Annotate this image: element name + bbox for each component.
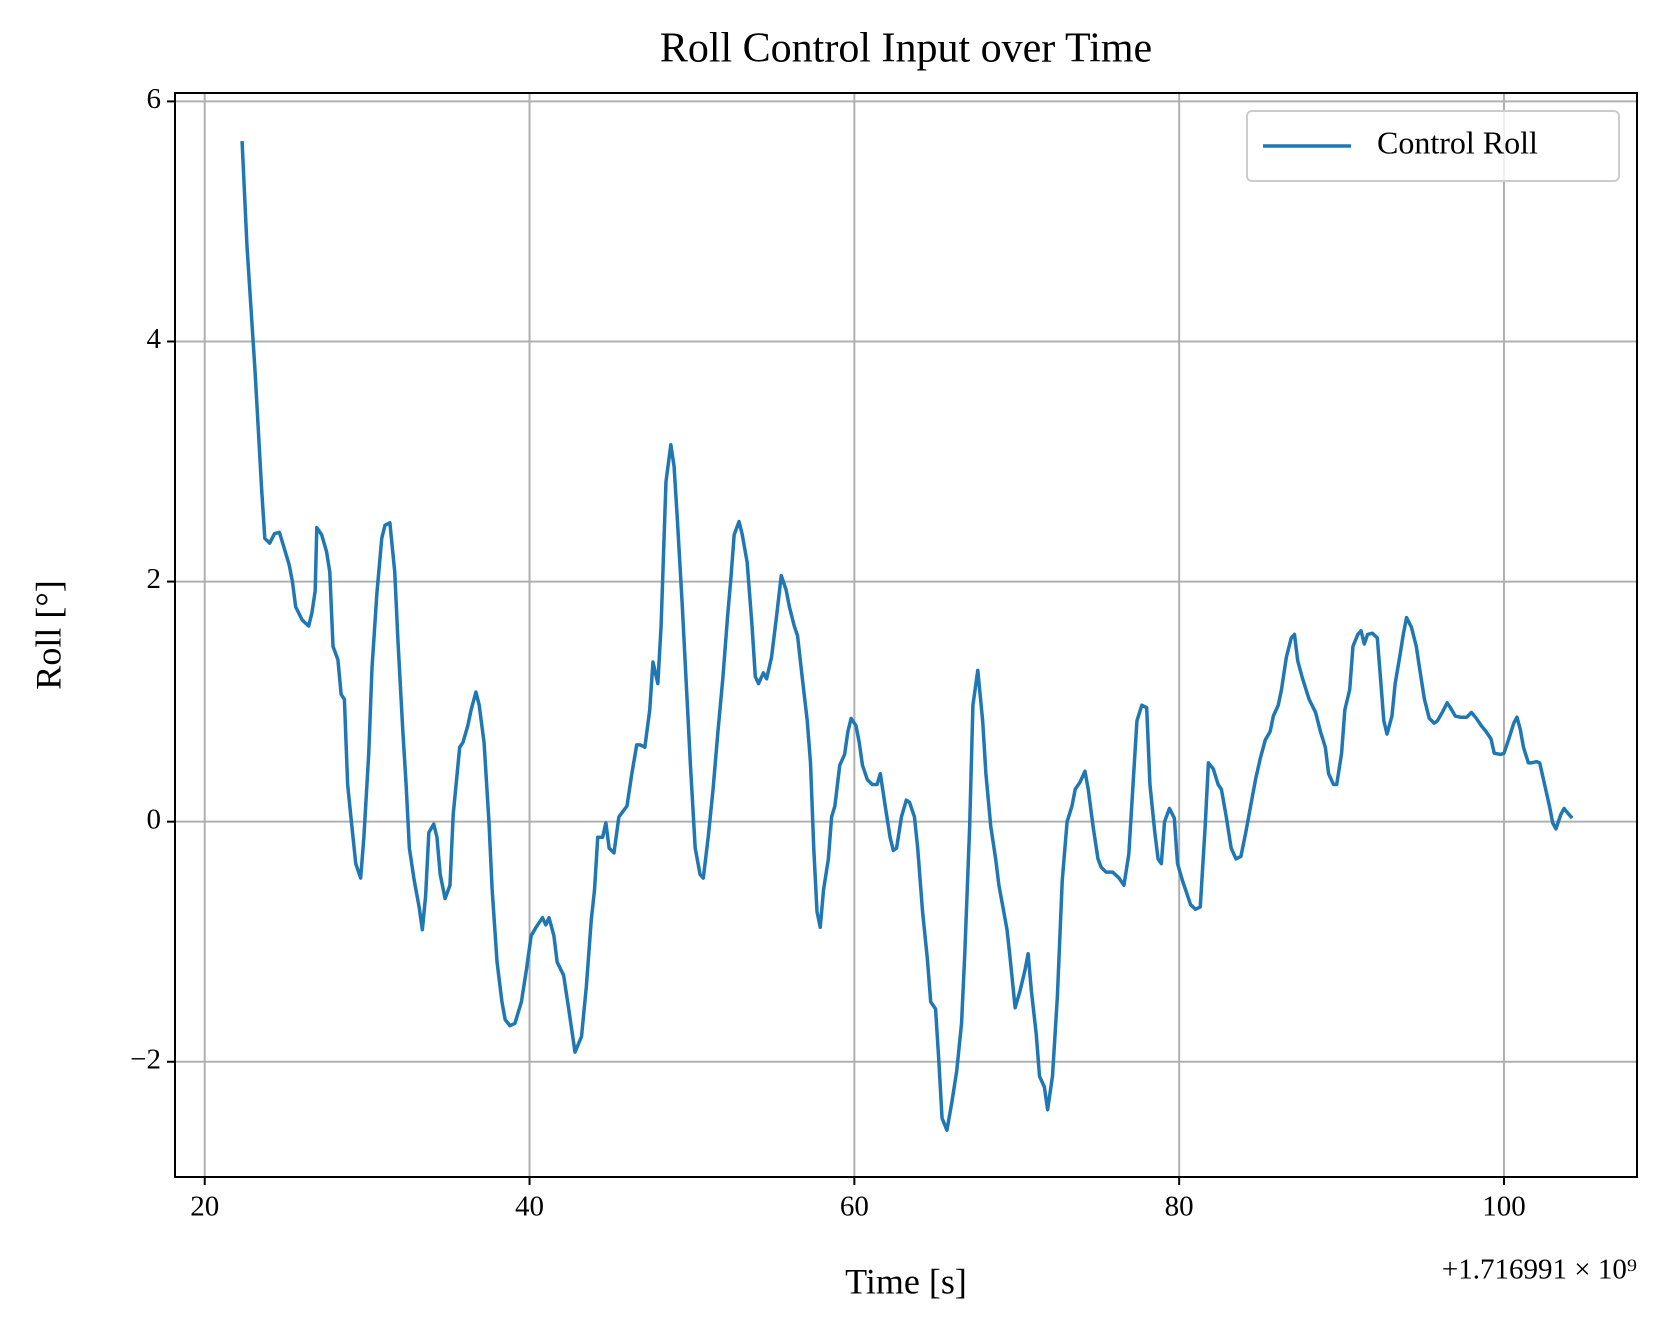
y-tick-label: 2 <box>147 563 162 595</box>
x-tick-label: 20 <box>190 1191 219 1223</box>
plot-frame <box>174 92 1638 1178</box>
x-axis-label: Time [s] <box>845 1261 967 1301</box>
y-tick-label: 0 <box>147 803 162 835</box>
legend-box <box>1246 110 1620 182</box>
y-axis-label: Roll [°] <box>28 580 68 689</box>
x-tick-label: 80 <box>1165 1191 1194 1223</box>
y-tick-label: 4 <box>147 323 162 355</box>
x-offset-label: +1.716991 × 10⁹ <box>1442 1254 1637 1286</box>
x-tick-label: 60 <box>840 1191 869 1223</box>
data-line <box>240 140 1574 1132</box>
x-tick-label: 100 <box>1482 1191 1526 1223</box>
legend-label: Control Roll <box>1377 124 1538 160</box>
y-tick-label: −2 <box>130 1043 161 1075</box>
chart-title: Roll Control Input over Time <box>660 26 1152 72</box>
y-tick-label: 6 <box>147 83 162 115</box>
x-tick-label: 40 <box>515 1191 544 1223</box>
